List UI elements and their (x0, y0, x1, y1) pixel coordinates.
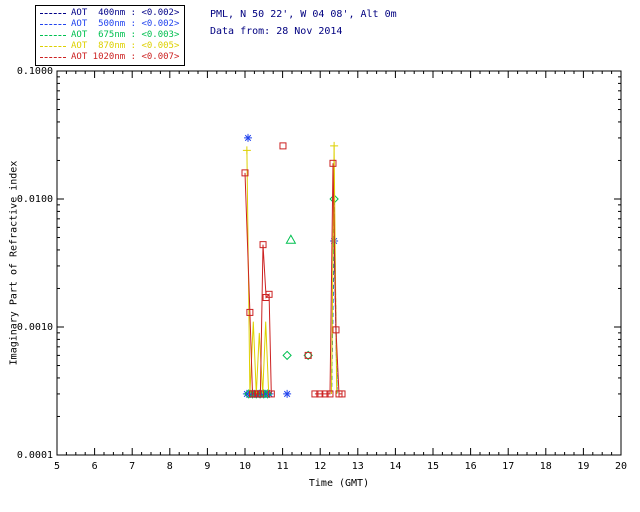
series-line (244, 172, 272, 395)
legend-item: AOT 870nm : <0.005> (40, 41, 179, 52)
legend-line-sample (40, 46, 66, 47)
legend-line-sample (40, 13, 66, 14)
diamond-marker (262, 389, 273, 399)
square-marker (326, 390, 334, 398)
legend-line-sample (40, 35, 66, 36)
square-marker (311, 390, 319, 398)
aot-legend-box: AOT 400nm : <0.002> AOT 500nm : <0.002> AO… (35, 5, 186, 66)
legend-item: AOT 675nm : <0.003> (40, 30, 179, 41)
plus-marker (330, 141, 339, 150)
x-tick-label: 14 (389, 461, 401, 472)
x-tick-label: 8 (167, 461, 173, 472)
x-tick-label: 17 (502, 461, 514, 472)
x-tick-label: 7 (129, 461, 135, 472)
series-line (246, 150, 270, 394)
x-tick-label: 5 (54, 461, 60, 472)
triangle-marker (285, 234, 297, 244)
y-tick-label: 0.0100 (17, 194, 53, 205)
square-marker (304, 351, 312, 359)
square-marker (259, 241, 267, 249)
x-tick-label: 19 (577, 461, 589, 472)
legend-label: AOT 1020nm : <0.007> (71, 52, 180, 62)
x-tick-label: 20 (615, 461, 627, 472)
axes: 5 6 7 8 9 10 11 12 13 14 15 16 17 18 19 20 0.0001 0.0010 0… (17, 66, 627, 472)
y-tick-label: 0.1000 (17, 66, 53, 77)
site-location-line: PML, N 50 22', W 04 08', Alt 0m (210, 9, 397, 20)
x-tick-label: 6 (92, 461, 98, 472)
asterisk-marker (244, 133, 253, 142)
square-marker (265, 290, 273, 298)
diamond-marker (244, 389, 254, 399)
plot-header: PML, N 50 22', W 04 08', Alt 0m Data fro… (210, 6, 397, 40)
plus-marker (242, 146, 251, 155)
legend-item: AOT 500nm : <0.002> (40, 19, 179, 30)
legend-line-sample (40, 24, 66, 25)
series-aot-675nm (244, 194, 339, 399)
asterisk-marker (283, 389, 292, 398)
legend-label: AOT 400nm : <0.002> (71, 8, 180, 18)
legend-label: AOT 675nm : <0.003> (71, 30, 180, 40)
series-aot-500nm (242, 133, 339, 398)
x-axis-label: Time (GMT) (308, 478, 370, 489)
y-tick-label: 0.0010 (17, 322, 53, 333)
series-line (314, 163, 342, 395)
square-marker (329, 159, 337, 167)
x-tick-label: 15 (427, 461, 439, 472)
asterisk-marker (265, 389, 274, 398)
square-marker (241, 169, 249, 177)
y-tick-label: 0.0001 (17, 450, 53, 461)
x-tick-label: 12 (314, 461, 326, 472)
square-marker (338, 390, 346, 398)
legend-item: AOT 1020nm : <0.007> (40, 52, 179, 63)
series-aot-1020nm (241, 142, 346, 398)
square-marker (332, 326, 340, 334)
legend-line-sample (40, 57, 66, 58)
square-marker (256, 390, 264, 398)
square-marker (321, 390, 329, 398)
square-marker (267, 390, 275, 398)
legend-label: AOT 500nm : <0.002> (71, 19, 180, 29)
legend-item: AOT 400nm : <0.002> (40, 8, 179, 19)
x-tick-label: 13 (352, 461, 364, 472)
diamond-marker (251, 389, 261, 399)
square-marker (279, 142, 287, 150)
diamond-marker (282, 350, 292, 361)
x-tick-label: 18 (540, 461, 552, 472)
x-tick-label: 9 (204, 461, 210, 472)
x-tick-label: 11 (277, 461, 289, 472)
legend-label: AOT 870nm : <0.005> (71, 41, 180, 51)
square-marker (246, 308, 254, 316)
data-date-line: Data from: 28 Nov 2014 (210, 26, 343, 37)
x-tick-label: 10 (239, 461, 251, 472)
square-marker (316, 390, 324, 398)
x-tick-label: 16 (465, 461, 477, 472)
